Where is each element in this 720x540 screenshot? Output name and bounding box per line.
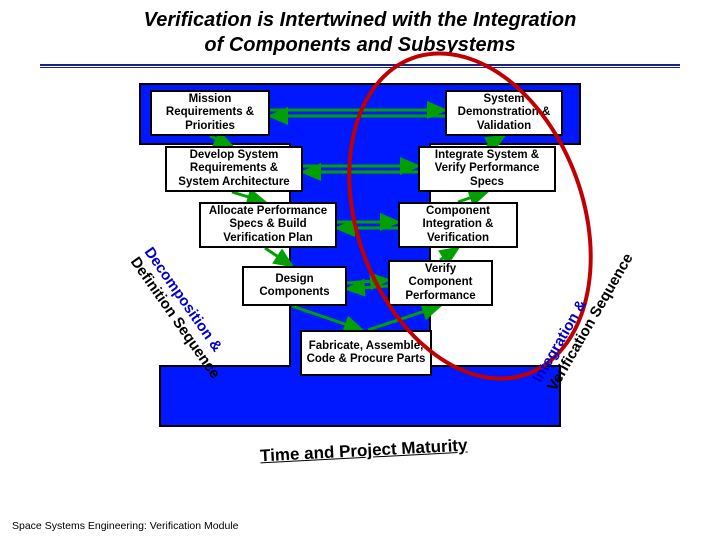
v-diagram: Mission Requirements & Priorities System … [0, 76, 720, 496]
box-design-comp: Design Components [242, 266, 347, 306]
box-integrate-sys: Integrate System & Verify Performance Sp… [418, 146, 556, 192]
box-sys-demo: System Demonstration & Validation [445, 90, 563, 136]
box-allocate-perf: Allocate Performance Specs & Build Verif… [199, 202, 337, 248]
box-dev-sys-req: Develop System Requirements & System Arc… [165, 146, 303, 192]
footer-text: Space Systems Engineering: Verification … [12, 520, 238, 532]
title-underline [40, 64, 680, 68]
page-title: Verification is Intertwined with the Int… [0, 0, 720, 62]
box-fabricate: Fabricate, Assemble, Code & Procure Part… [300, 330, 432, 376]
title-line-2: of Components and Subsystems [20, 33, 700, 58]
title-line-1: Verification is Intertwined with the Int… [20, 8, 700, 33]
box-verify-comp: Verify Component Performance [388, 260, 493, 306]
box-comp-int-ver: Component Integration & Verification [398, 202, 518, 248]
box-mission-req: Mission Requirements & Priorities [150, 90, 270, 136]
